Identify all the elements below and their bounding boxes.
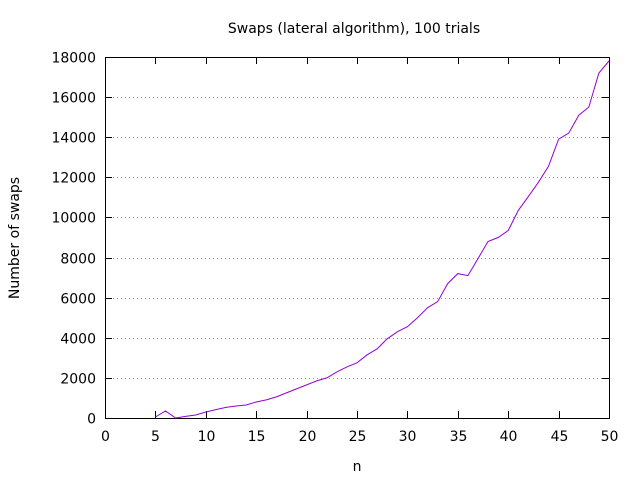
y-tick-label: 12000 bbox=[51, 171, 96, 187]
y-tick-label: 2000 bbox=[60, 372, 96, 388]
y-tick-label: 0 bbox=[87, 412, 96, 428]
x-tick-label: 10 bbox=[198, 429, 216, 445]
y-tick-label: 16000 bbox=[51, 91, 96, 107]
y-tick-label: 6000 bbox=[60, 292, 96, 308]
x-tick-label: 45 bbox=[551, 429, 569, 445]
x-tick-label: 35 bbox=[450, 429, 468, 445]
plot-frame bbox=[105, 57, 610, 419]
chart-title: Swaps (lateral algorithm), 100 trials bbox=[228, 21, 480, 37]
x-tick-label: 15 bbox=[248, 429, 266, 445]
axis-ticks: 0 2000 4000 6000 8000 10000 12000 14000 16000 180… bbox=[51, 51, 618, 446]
grid-lines bbox=[105, 97, 609, 379]
x-axis-label: n bbox=[353, 459, 362, 475]
y-tick-label: 10000 bbox=[51, 211, 96, 227]
y-tick-label: 18000 bbox=[51, 51, 96, 67]
series-group bbox=[155, 60, 610, 419]
y-tick-label: 8000 bbox=[60, 252, 96, 268]
x-tick-label: 40 bbox=[500, 429, 518, 445]
x-tick-label: 0 bbox=[101, 429, 110, 445]
x-tick-label: 50 bbox=[601, 429, 619, 445]
x-tick-label: 20 bbox=[299, 429, 317, 445]
x-tick-label: 5 bbox=[151, 429, 160, 445]
y-axis-label: Number of swaps bbox=[7, 177, 23, 299]
x-tick-label: 25 bbox=[349, 429, 367, 445]
x-tick-label: 30 bbox=[399, 429, 417, 445]
y-tick-label: 4000 bbox=[60, 332, 96, 348]
y-tick-label: 14000 bbox=[51, 131, 96, 147]
series-line bbox=[155, 60, 610, 419]
